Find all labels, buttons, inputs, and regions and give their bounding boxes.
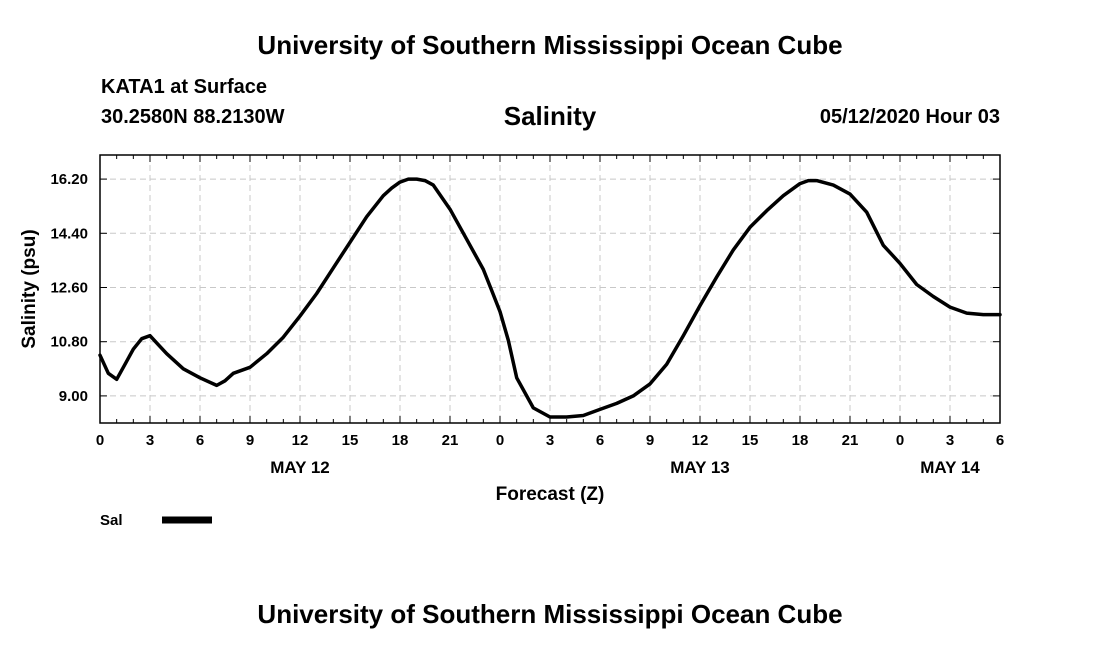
x-tick-label: 18 <box>792 432 809 449</box>
series-layer <box>98 177 1002 419</box>
grid-layer <box>100 155 1000 423</box>
chart-bottom-title: University of Southern Mississippi Ocean… <box>257 599 843 629</box>
x-tick-label: 9 <box>246 432 254 449</box>
legend-label: Sal <box>100 512 123 529</box>
x-axis-label: Forecast (Z) <box>496 484 605 505</box>
station-label: KATA1 at Surface <box>101 76 267 98</box>
salinity-line <box>98 177 1002 419</box>
y-tick-label: 9.00 <box>59 388 88 405</box>
y-tick-label: 12.60 <box>50 279 88 296</box>
y-tick-label: 14.40 <box>50 225 88 242</box>
x-tick-label: 6 <box>996 432 1004 449</box>
x-tick-label: 9 <box>646 432 654 449</box>
x-tick-label: 15 <box>742 432 759 449</box>
day-label: MAY 12 <box>270 458 330 477</box>
y-tick-label: 10.80 <box>50 334 88 351</box>
x-tick-label: 0 <box>496 432 504 449</box>
x-tick-label: 21 <box>442 432 459 449</box>
x-tick-label: 18 <box>392 432 409 449</box>
x-tick-label: 6 <box>196 432 204 449</box>
y-axis-label: Salinity (psu) <box>19 229 40 348</box>
frame-layer <box>99 154 1001 424</box>
x-tick-label: 6 <box>596 432 604 449</box>
legend: Sal <box>100 512 212 529</box>
datetime-label: 05/12/2020 Hour 03 <box>819 106 1000 128</box>
tick-layer: 0 3 6 9 12 15 18 21 0 3 6 9 12 15 18 21 0 3 6 9.00 10.80 12.6… <box>50 171 1004 477</box>
x-tick-label: 3 <box>546 432 554 449</box>
x-tick-label: 21 <box>842 432 859 449</box>
coordinates-label: 30.2580N 88.2130W <box>101 106 285 128</box>
chart-top-title: University of Southern Mississippi Ocean… <box>257 30 843 60</box>
day-label: MAY 14 <box>920 458 980 477</box>
y-tick-label: 16.20 <box>50 171 88 188</box>
x-tick-label: 3 <box>146 432 154 449</box>
variable-title: Salinity <box>503 101 597 131</box>
x-tick-label: 3 <box>946 432 954 449</box>
day-label: MAY 13 <box>670 458 730 477</box>
x-tick-label: 12 <box>292 432 309 449</box>
x-tick-label: 0 <box>896 432 904 449</box>
x-tick-label: 12 <box>692 432 709 449</box>
x-tick-label: 15 <box>342 432 359 449</box>
x-tick-label: 0 <box>96 432 104 449</box>
